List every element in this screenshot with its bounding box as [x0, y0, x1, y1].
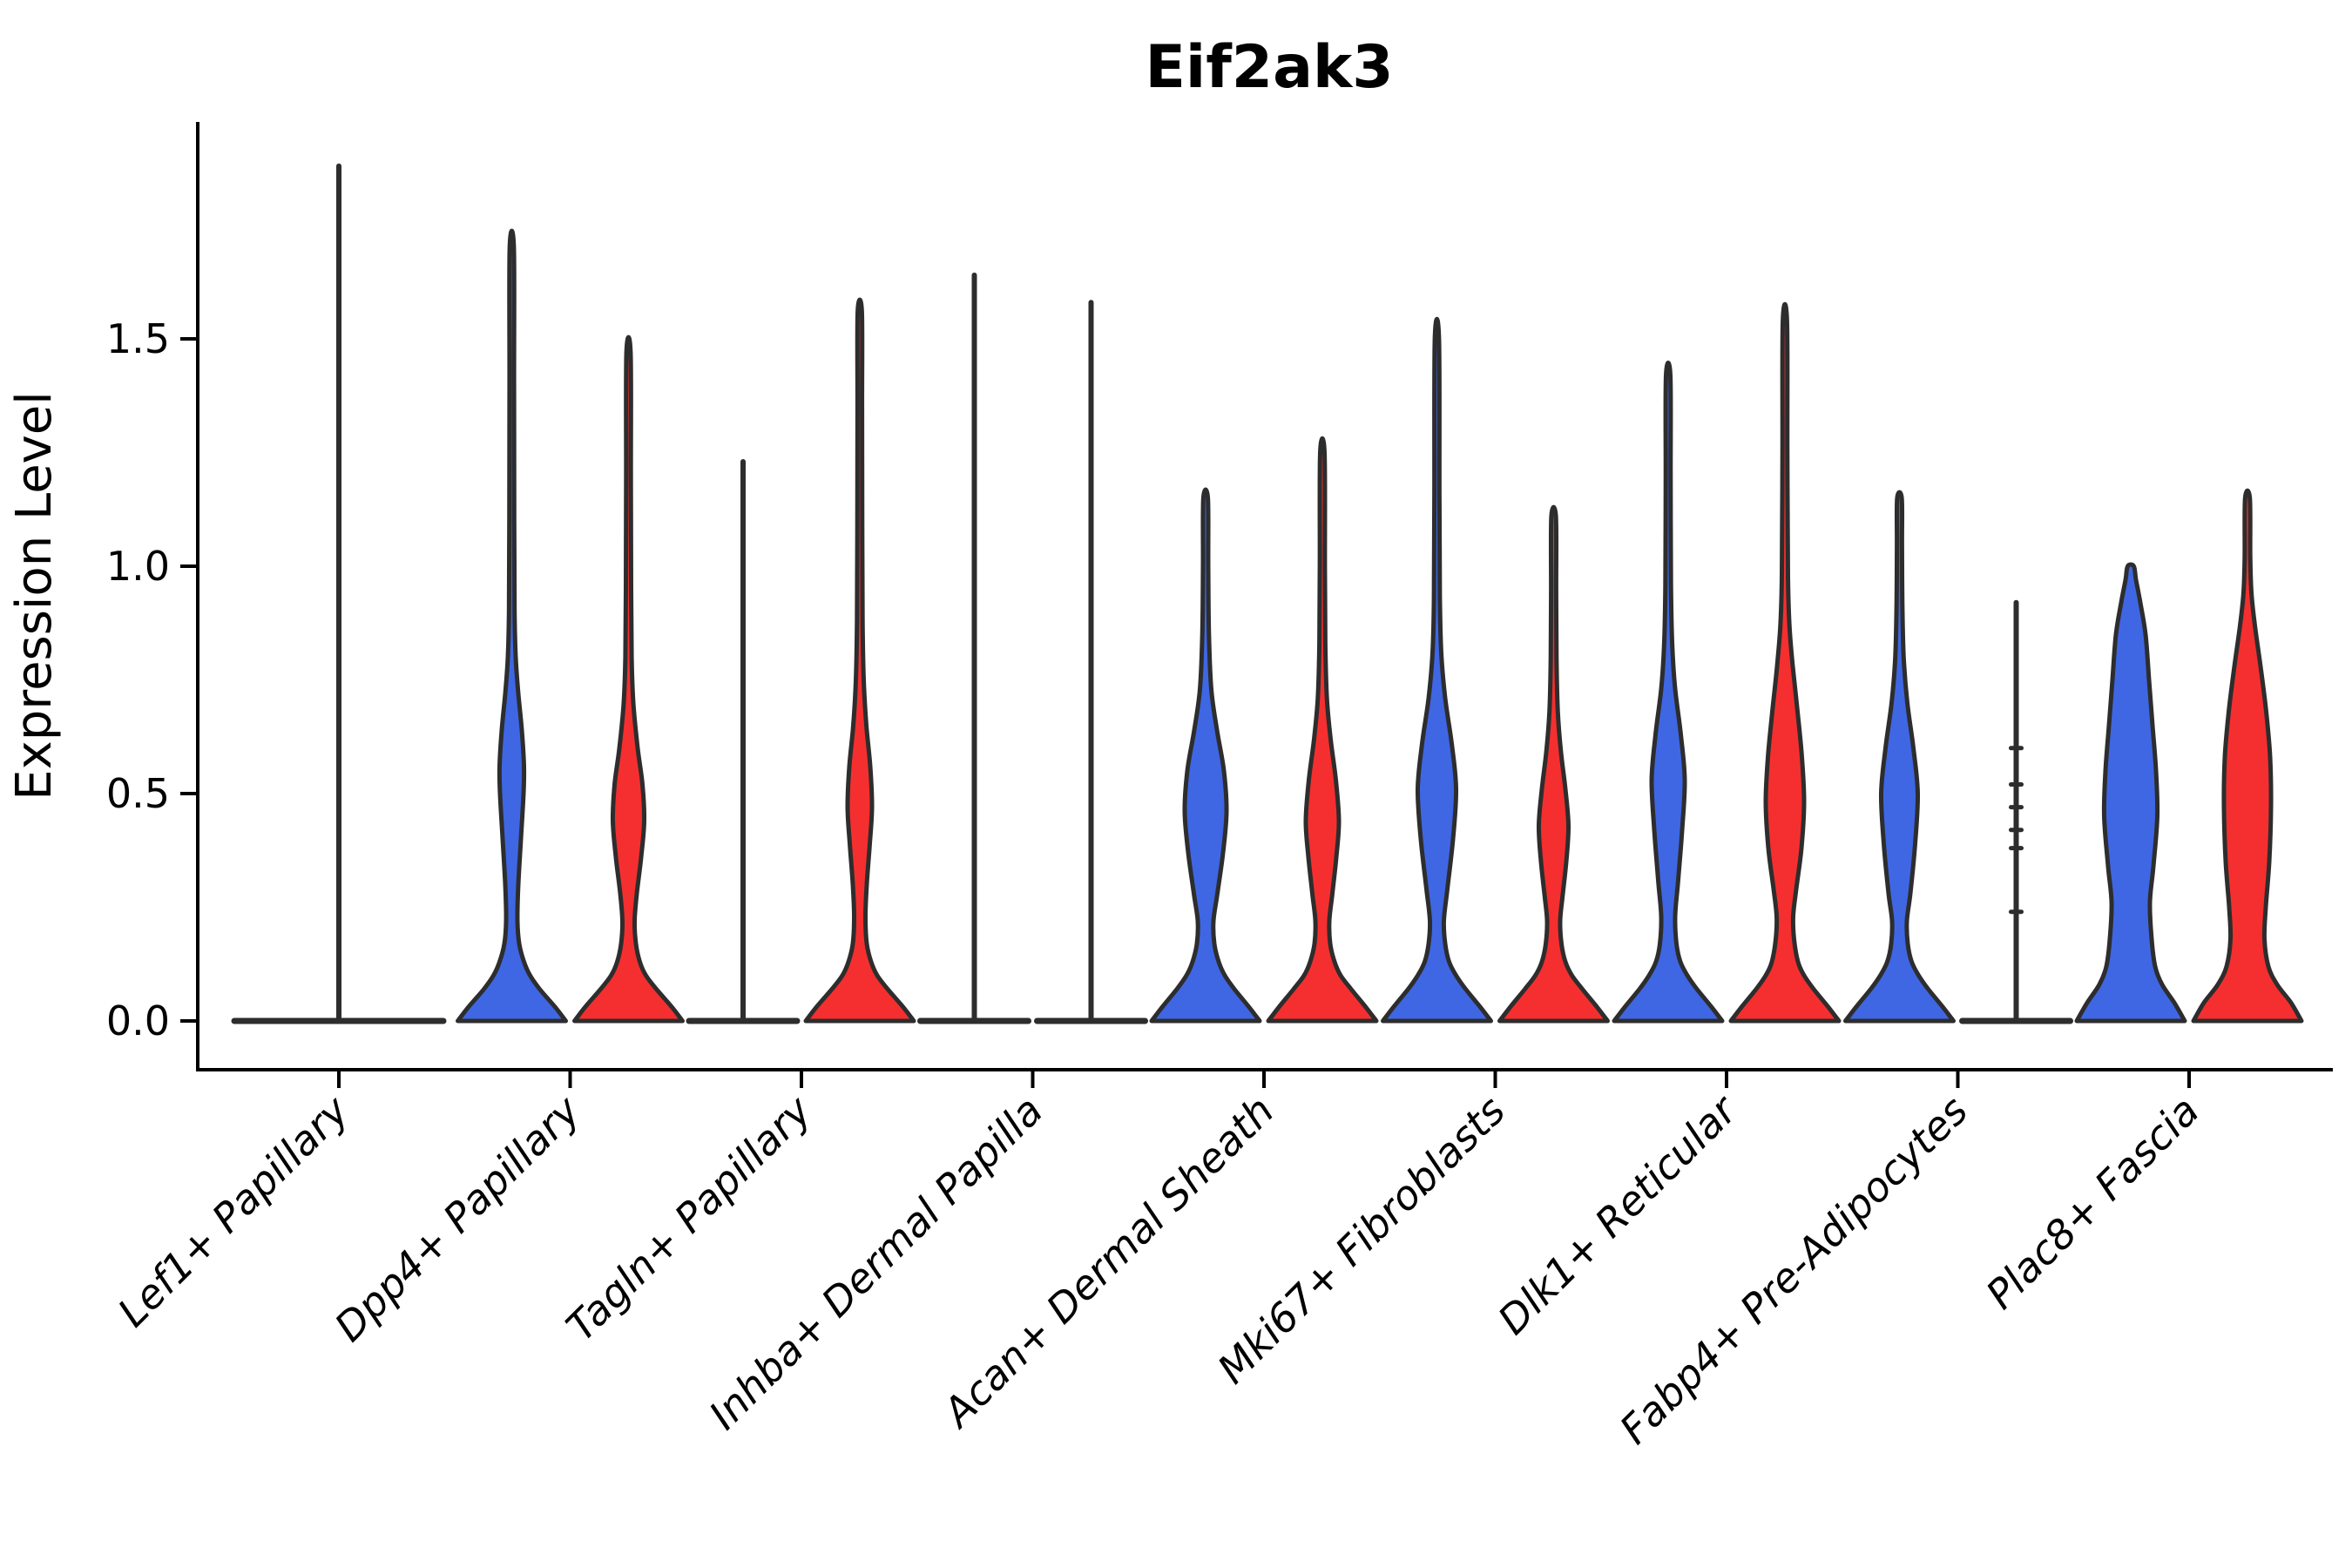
violin-dlk1-reticular-red: [1728, 301, 1842, 1024]
violin-fabp4-pre-adipocytes-blue: [1843, 490, 1956, 1024]
violin-dpp4-papillary-red: [572, 335, 685, 1024]
y-tick-label-0.0: 0.0: [106, 997, 170, 1044]
x-tick-label-dpp4-papillary: Dpp4+ Papillary: [326, 1086, 590, 1350]
axes-layer: 0.0 0.5 1.0 1.5: [106, 122, 2333, 1088]
violin-plac8-fascia-blue: [2074, 562, 2187, 1024]
violin-dpp4-papillary-blue: [456, 228, 568, 1024]
y-tick-label-0.5: 0.5: [106, 770, 170, 817]
x-tick-label-plac8-fascia: Plac8+ Fascia: [1977, 1087, 2207, 1318]
violin-acan-dermal-sheath-red: [1266, 436, 1379, 1024]
y-tick-label-1.0: 1.0: [106, 543, 170, 590]
y-axis-label: Expression Level: [6, 391, 63, 801]
violin-dlk1-reticular-blue: [1612, 360, 1725, 1024]
violin-mki67-fibroblasts-blue: [1381, 316, 1493, 1024]
violin-plac8-fascia-red: [2191, 488, 2304, 1024]
violin-mki67-fibroblasts-red: [1497, 504, 1610, 1024]
y-tick-label-1.5: 1.5: [106, 315, 170, 362]
violin-acan-dermal-sheath-blue: [1149, 487, 1262, 1024]
chart-title: Eif2ak3: [1145, 33, 1393, 102]
x-tick-label-lef1-papillary: Lef1+ Papillary: [109, 1086, 358, 1335]
x-tick-label-dlk1-reticular: Dlk1+ Reticular: [1489, 1085, 1747, 1343]
violin-tagln-papillary-red: [803, 297, 916, 1024]
x-tick-label-tagln-papillary: Tagln+ Papillary: [557, 1086, 821, 1350]
violin-layer: [231, 163, 2304, 1024]
